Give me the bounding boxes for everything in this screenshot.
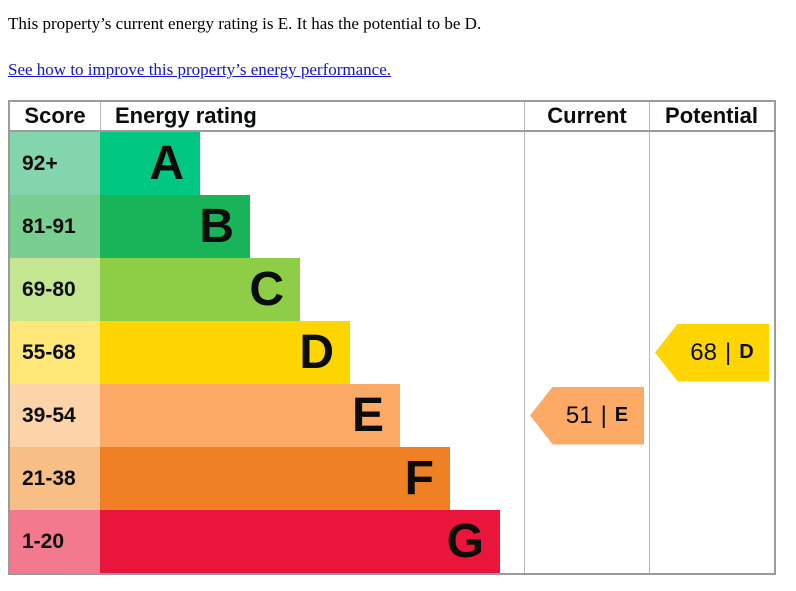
band-bar-f: F — [100, 447, 450, 510]
band-bar-e: E — [100, 384, 400, 447]
current-band-letter: E — [614, 404, 629, 426]
potential-band-letter: D — [739, 341, 754, 363]
page-content: This property’s current energy rating is… — [8, 14, 788, 575]
band-bar-g: G — [100, 510, 500, 573]
band-letter-f: F — [404, 451, 434, 505]
potential-cell-g — [649, 510, 773, 573]
band-bar-c: C — [100, 258, 300, 321]
bar-zone-f: F — [100, 447, 524, 510]
potential-cell-e — [649, 384, 773, 447]
score-range-g: 1-20 — [10, 510, 100, 573]
bar-zone-b: B — [100, 195, 524, 258]
current-cell-a — [524, 132, 649, 195]
score-range-c: 69-80 — [10, 258, 100, 321]
bar-zone-a: A — [100, 132, 524, 195]
band-row-f: 21-38 F — [10, 447, 774, 510]
band-letter-e: E — [351, 388, 384, 442]
current-cell-c — [524, 258, 649, 321]
score-range-f: 21-38 — [10, 447, 100, 510]
band-row-b: 81-91 B — [10, 195, 774, 258]
band-row-e: 39-54 E 51 | E — [10, 384, 774, 447]
band-bar-a: A — [100, 132, 200, 195]
table-header-row: Score Energy rating Current Potential — [10, 102, 774, 132]
epc-rating-table: Score Energy rating Current Potential 92… — [8, 100, 776, 575]
bar-zone-g: G — [100, 510, 524, 573]
potential-cell-b — [649, 195, 773, 258]
current-score-value: 51 — [565, 401, 593, 429]
potential-score-value: 68 — [690, 338, 717, 366]
score-range-a: 92+ — [10, 132, 100, 195]
band-row-g: 1-20 G — [10, 510, 774, 573]
improvement-link[interactable]: See how to improve this property’s energ… — [8, 60, 392, 79]
band-row-d: 55-68 D 68 | D — [10, 321, 774, 384]
band-bar-b: B — [100, 195, 250, 258]
potential-separator: | — [725, 338, 732, 366]
bar-zone-e: E — [100, 384, 524, 447]
band-row-c: 69-80 C — [10, 258, 774, 321]
bar-zone-c: C — [100, 258, 524, 321]
band-letter-g: G — [446, 514, 484, 568]
score-range-b: 81-91 — [10, 195, 100, 258]
potential-rating-pointer: 68 | D — [655, 323, 769, 382]
band-letter-b: B — [199, 199, 234, 253]
potential-cell-a — [649, 132, 773, 195]
header-energy-rating: Energy rating — [100, 102, 524, 130]
bar-zone-d: D — [100, 321, 524, 384]
score-range-d: 55-68 — [10, 321, 100, 384]
current-cell-b — [524, 195, 649, 258]
intro-text: This property’s current energy rating is… — [8, 14, 482, 33]
header-potential: Potential — [649, 102, 773, 130]
potential-cell-d: 68 | D — [649, 321, 773, 384]
improvement-link-line: See how to improve this property’s energ… — [8, 60, 788, 80]
header-score: Score — [24, 103, 86, 128]
band-letter-d: D — [299, 325, 334, 379]
current-cell-f — [524, 447, 649, 510]
current-cell-g — [524, 510, 649, 573]
current-cell-d — [524, 321, 649, 384]
band-row-a: 92+ A — [10, 132, 774, 195]
current-rating-pointer: 51 | E — [530, 386, 644, 445]
band-bar-d: D — [100, 321, 350, 384]
potential-cell-c — [649, 258, 773, 321]
band-letter-a: A — [149, 136, 184, 190]
potential-cell-f — [649, 447, 773, 510]
current-cell-e: 51 | E — [524, 384, 649, 447]
band-letter-c: C — [249, 262, 284, 316]
score-range-e: 39-54 — [10, 384, 100, 447]
current-separator: | — [600, 401, 607, 429]
header-current: Current — [524, 102, 649, 130]
